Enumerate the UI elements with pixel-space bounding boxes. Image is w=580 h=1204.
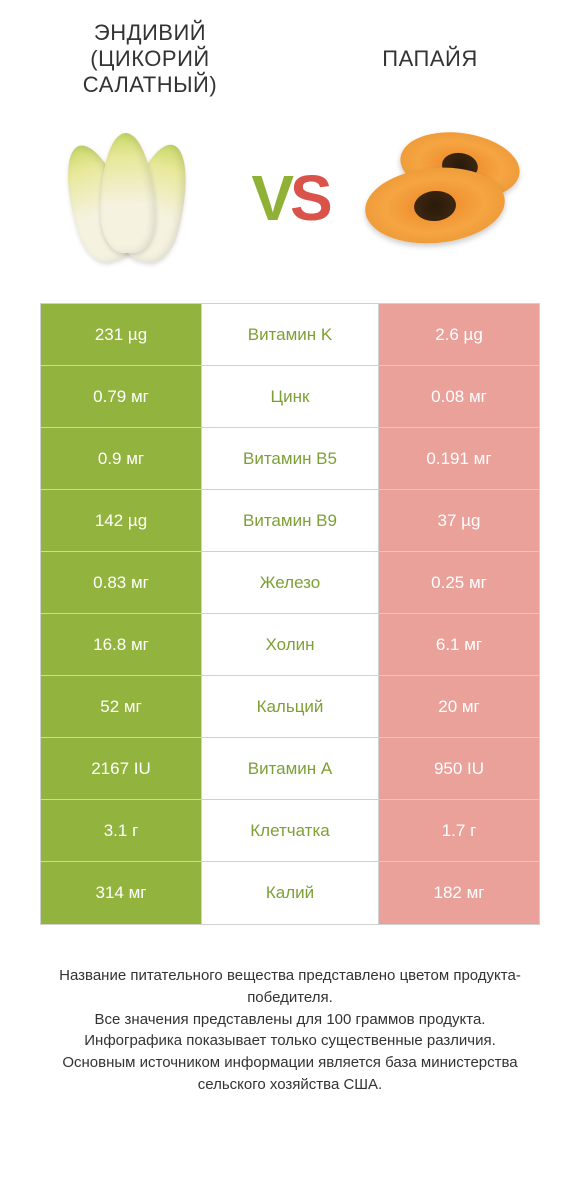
nutrient-name-cell: Витамин A bbox=[201, 738, 379, 799]
nutrient-name-cell: Калий bbox=[201, 862, 379, 924]
table-row: 0.83 мгЖелезо0.25 мг bbox=[41, 552, 539, 614]
left-value-cell: 231 µg bbox=[41, 304, 201, 365]
table-row: 52 мгКальций20 мг bbox=[41, 676, 539, 738]
table-row: 0.79 мгЦинк0.08 мг bbox=[41, 366, 539, 428]
left-value-cell: 16.8 мг bbox=[41, 614, 201, 675]
right-value-cell: 950 IU bbox=[379, 738, 539, 799]
table-row: 0.9 мгВитамин B50.191 мг bbox=[41, 428, 539, 490]
left-product-title: ЭНДИВИЙ (ЦИКОРИЙ САЛАТНЫЙ) bbox=[40, 20, 260, 98]
right-value-cell: 20 мг bbox=[379, 676, 539, 737]
nutrient-name-cell: Витамин K bbox=[201, 304, 379, 365]
right-value-cell: 37 µg bbox=[379, 490, 539, 551]
nutrient-name-cell: Железо bbox=[201, 552, 379, 613]
vs-v: V bbox=[251, 162, 290, 234]
left-value-cell: 142 µg bbox=[41, 490, 201, 551]
right-value-cell: 1.7 г bbox=[379, 800, 539, 861]
header: ЭНДИВИЙ (ЦИКОРИЙ САЛАТНЫЙ) ПАПАЙЯ bbox=[0, 0, 580, 108]
nutrient-name-cell: Кальций bbox=[201, 676, 379, 737]
left-value-cell: 2167 IU bbox=[41, 738, 201, 799]
table-row: 314 мгКалий182 мг bbox=[41, 862, 539, 924]
left-value-cell: 314 мг bbox=[41, 862, 201, 924]
nutrient-name-cell: Витамин B9 bbox=[201, 490, 379, 551]
table-row: 142 µgВитамин B937 µg bbox=[41, 490, 539, 552]
papaya-image bbox=[360, 118, 540, 278]
comparison-table: 231 µgВитамин K2.6 µg0.79 мгЦинк0.08 мг0… bbox=[40, 303, 540, 925]
images-row: VS bbox=[0, 108, 580, 303]
footer-line: Все значения представлены для 100 граммо… bbox=[30, 1009, 550, 1031]
footer-notes: Название питательного вещества представл… bbox=[0, 925, 580, 1096]
right-value-cell: 0.08 мг bbox=[379, 366, 539, 427]
right-value-cell: 0.25 мг bbox=[379, 552, 539, 613]
left-value-cell: 0.79 мг bbox=[41, 366, 201, 427]
table-row: 231 µgВитамин K2.6 µg bbox=[41, 304, 539, 366]
nutrient-name-cell: Цинк bbox=[201, 366, 379, 427]
footer-line: Инфографика показывает только существенн… bbox=[30, 1030, 550, 1052]
left-value-cell: 0.83 мг bbox=[41, 552, 201, 613]
left-value-cell: 0.9 мг bbox=[41, 428, 201, 489]
nutrient-name-cell: Клетчатка bbox=[201, 800, 379, 861]
table-row: 2167 IUВитамин A950 IU bbox=[41, 738, 539, 800]
nutrient-name-cell: Витамин B5 bbox=[201, 428, 379, 489]
vs-s: S bbox=[290, 162, 329, 234]
table-row: 3.1 гКлетчатка1.7 г bbox=[41, 800, 539, 862]
vs-label: VS bbox=[251, 161, 328, 235]
left-value-cell: 3.1 г bbox=[41, 800, 201, 861]
right-value-cell: 182 мг bbox=[379, 862, 539, 924]
right-product-title: ПАПАЙЯ bbox=[320, 46, 540, 72]
footer-line: Основным источником информации является … bbox=[30, 1052, 550, 1096]
left-value-cell: 52 мг bbox=[41, 676, 201, 737]
right-value-cell: 0.191 мг bbox=[379, 428, 539, 489]
right-value-cell: 6.1 мг bbox=[379, 614, 539, 675]
table-row: 16.8 мгХолин6.1 мг bbox=[41, 614, 539, 676]
nutrient-name-cell: Холин bbox=[201, 614, 379, 675]
right-value-cell: 2.6 µg bbox=[379, 304, 539, 365]
endive-image bbox=[40, 118, 220, 278]
footer-line: Название питательного вещества представл… bbox=[30, 965, 550, 1009]
